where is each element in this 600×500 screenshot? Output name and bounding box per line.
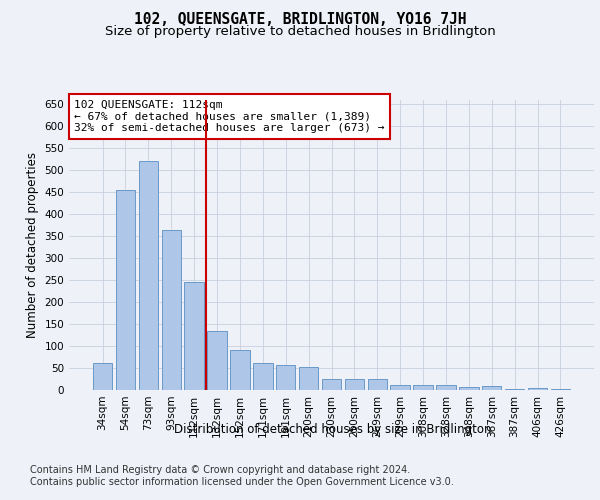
Bar [391, 385, 410, 390]
Text: Size of property relative to detached houses in Bridlington: Size of property relative to detached ho… [104, 25, 496, 38]
Text: 102 QUEENSGATE: 112sqm
← 67% of detached houses are smaller (1,389)
32% of semi-: 102 QUEENSGATE: 112sqm ← 67% of detached… [74, 100, 385, 133]
Bar [436, 385, 455, 390]
Text: Contains HM Land Registry data © Crown copyright and database right 2024.
Contai: Contains HM Land Registry data © Crown c… [30, 465, 454, 486]
Bar [482, 386, 502, 390]
Text: 102, QUEENSGATE, BRIDLINGTON, YO16 7JH: 102, QUEENSGATE, BRIDLINGTON, YO16 7JH [134, 12, 466, 28]
Y-axis label: Number of detached properties: Number of detached properties [26, 152, 39, 338]
Bar [208, 330, 227, 390]
Bar [253, 363, 272, 390]
Bar [344, 378, 364, 390]
Bar [505, 388, 524, 390]
Bar [230, 350, 250, 390]
Bar [322, 378, 341, 390]
Bar [413, 385, 433, 390]
Bar [184, 282, 204, 390]
Bar [161, 230, 181, 390]
Bar [528, 388, 547, 390]
Bar [139, 160, 158, 390]
Bar [368, 378, 387, 390]
Bar [459, 388, 479, 390]
Bar [93, 363, 112, 390]
Bar [299, 366, 319, 390]
Bar [116, 190, 135, 390]
Text: Distribution of detached houses by size in Bridlington: Distribution of detached houses by size … [174, 422, 492, 436]
Bar [551, 388, 570, 390]
Bar [276, 365, 295, 390]
